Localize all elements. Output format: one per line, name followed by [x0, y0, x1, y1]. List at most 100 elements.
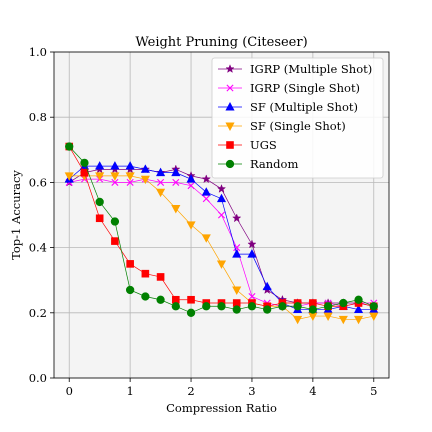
data-point-sf-multiple-shot: [232, 249, 242, 258]
data-point-sf-single-shot: [156, 188, 166, 198]
data-point-sf-single-shot: [125, 172, 135, 181]
x-tick-label: 3: [248, 384, 255, 398]
legend-label: UGS: [250, 138, 277, 152]
data-point-random: [232, 305, 241, 314]
axis-ticks: 0 1 2 3 4 5 0.0 0.2 0.4 0.6 0.8 1.0: [29, 45, 378, 398]
data-point-random: [141, 292, 150, 301]
data-point-igrp-multiple-shot: [247, 239, 257, 249]
data-point-sf-multiple-shot: [95, 161, 105, 170]
y-tick-label: 0.8: [29, 110, 47, 124]
series-sf-single-shot: [64, 172, 379, 325]
data-point-sf-single-shot: [323, 312, 333, 322]
data-point-random: [369, 302, 378, 311]
x-tick-label: 2: [187, 384, 194, 398]
data-point-sf-single-shot: [95, 172, 105, 181]
data-point-random: [156, 295, 165, 304]
data-point-ugs: [126, 260, 134, 268]
legend-marker: [225, 64, 235, 73]
data-point-random: [171, 302, 180, 311]
x-tick-label: 0: [66, 384, 73, 398]
data-point-sf-single-shot: [186, 221, 196, 230]
data-point-random: [293, 302, 302, 311]
data-point-ugs: [187, 295, 195, 304]
data-point-random: [65, 142, 74, 151]
data-point-random: [110, 217, 120, 226]
data-point-random: [186, 308, 196, 317]
data-point-sf-single-shot: [171, 205, 181, 214]
data-point-sf-multiple-shot: [201, 187, 211, 196]
y-tick-label: 1.0: [29, 45, 47, 59]
data-point-random: [354, 295, 363, 304]
data-point-igrp-multiple-shot: [201, 174, 211, 184]
x-tick-label: 4: [309, 384, 316, 398]
data-point-igrp-single-shot: [157, 178, 165, 186]
legend-item-igrp-multiple-shot: IGRP (Multiple Shot): [218, 62, 372, 76]
legend-marker: [226, 84, 234, 92]
legend-item-random: Random: [218, 157, 298, 171]
data-point-sf-single-shot: [369, 312, 379, 322]
data-point-sf-single-shot: [201, 234, 211, 243]
series-random: [65, 142, 378, 317]
legend-marker: [225, 159, 235, 169]
y-tick-label: 0.0: [29, 371, 47, 385]
data-point-random: [323, 302, 333, 311]
data-point-sf-single-shot: [216, 260, 227, 269]
data-point-ugs: [95, 214, 104, 223]
data-point-sf-multiple-shot: [125, 161, 135, 170]
data-point-random: [263, 305, 272, 314]
data-point-igrp-single-shot: [202, 195, 210, 203]
data-point-random: [247, 302, 257, 311]
data-point-sf-multiple-shot: [247, 249, 257, 258]
data-point-ugs: [141, 269, 150, 278]
y-tick-label: 0.4: [29, 241, 47, 255]
data-point-sf-single-shot: [140, 175, 150, 185]
legend-item-sf-multiple-shot: SF (Multiple Shot): [218, 100, 358, 114]
x-tick-label: 5: [370, 384, 377, 398]
data-point-sf-multiple-shot: [186, 174, 196, 183]
data-point-random: [80, 158, 89, 167]
series-layer: [64, 142, 379, 325]
data-point-sf-multiple-shot: [156, 167, 166, 177]
legend-item-igrp-single-shot: IGRP (Single Shot): [218, 81, 360, 95]
data-point-sf-multiple-shot: [110, 161, 120, 170]
legend-marker: [226, 141, 234, 149]
legend-label: SF (Single Shot): [250, 119, 346, 133]
data-point-random: [308, 305, 318, 314]
legend: IGRP (Multiple Shot) IGRP (Single Shot) SF…: [211, 57, 384, 179]
data-point-igrp-single-shot: [126, 178, 134, 186]
data-point-sf-single-shot: [232, 286, 242, 295]
data-point-random: [202, 302, 211, 311]
data-point-ugs: [111, 237, 119, 245]
data-point-random: [217, 302, 226, 311]
legend-label: IGRP (Single Shot): [250, 81, 360, 95]
chart-title: Weight Pruning (Citeseer): [135, 35, 307, 50]
data-point-random: [95, 197, 104, 207]
y-tick-label: 0.6: [29, 175, 47, 189]
legend-label: SF (Multiple Shot): [250, 100, 358, 114]
data-point-sf-multiple-shot: [140, 164, 150, 173]
data-point-sf-multiple-shot: [216, 193, 227, 203]
data-point-igrp-single-shot: [248, 292, 256, 301]
legend-marker: [225, 122, 235, 131]
data-point-igrp-single-shot: [187, 182, 195, 190]
legend-label: IGRP (Multiple Shot): [250, 62, 372, 76]
data-point-sf-single-shot: [110, 172, 120, 181]
x-tick-label: 1: [126, 384, 133, 398]
data-point-random: [339, 298, 348, 308]
legend-item-ugs: UGS: [218, 138, 277, 152]
data-point-igrp-single-shot: [172, 178, 180, 186]
data-point-ugs: [80, 168, 89, 177]
data-point-random: [125, 285, 135, 295]
data-point-sf-single-shot: [293, 315, 303, 325]
legend-label: Random: [250, 157, 298, 171]
data-point-sf-multiple-shot: [171, 167, 181, 177]
data-point-sf-single-shot: [353, 315, 364, 325]
plot-frame: [53, 51, 390, 379]
legend-box: [211, 57, 384, 179]
y-axis-label: Top-1 Accuracy: [9, 170, 23, 260]
data-point-sf-multiple-shot: [353, 304, 364, 313]
data-point-sf-single-shot: [64, 172, 74, 181]
x-axis-label: Compression Ratio: [166, 401, 277, 415]
y-tick-label: 0.2: [29, 306, 47, 320]
